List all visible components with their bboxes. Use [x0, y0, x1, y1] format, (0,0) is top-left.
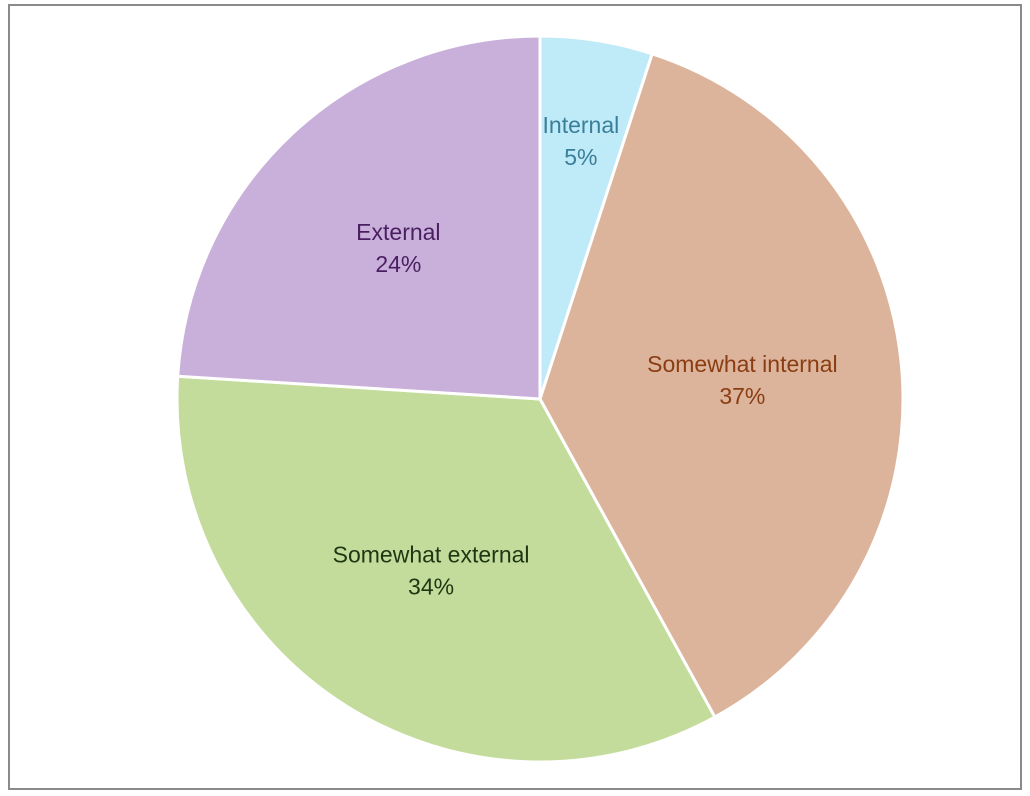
slice-label-somewhat-internal: Somewhat internal 37%: [647, 351, 838, 409]
pie-slice-somewhat-external: [175, 374, 717, 764]
pie-slice-somewhat-internal: [538, 52, 905, 719]
slice-value-label: 34%: [408, 574, 454, 600]
slice-category-label: Somewhat internal: [647, 351, 838, 377]
slice-value-label: 37%: [719, 383, 765, 409]
slice-value-label: 24%: [375, 251, 421, 277]
slice-category-label: Internal: [543, 112, 620, 138]
slice-category-label: Somewhat external: [333, 542, 530, 568]
slice-label-somewhat-external: Somewhat external 34%: [333, 542, 530, 600]
slice-value-label: 5%: [564, 144, 597, 170]
pie-slice-external: [176, 34, 542, 401]
slice-category-label: External: [356, 219, 440, 245]
slice-label-internal: Internal 5%: [543, 112, 620, 170]
slice-label-external: External 24%: [356, 219, 440, 277]
